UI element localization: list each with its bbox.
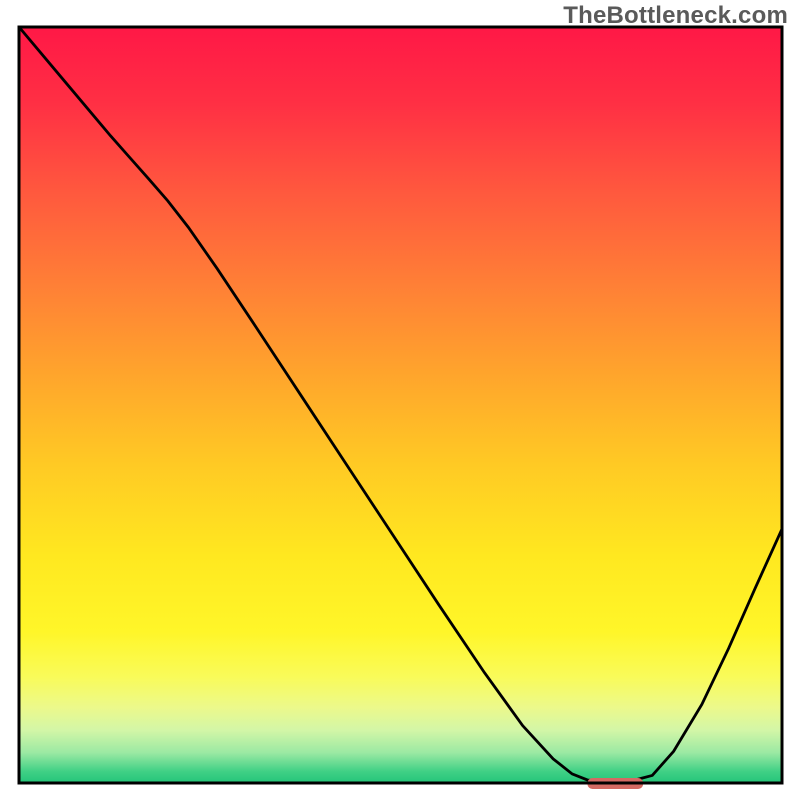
chart-container: TheBottleneck.com (0, 0, 800, 800)
plot-area (19, 27, 782, 789)
gradient-background (19, 27, 782, 783)
chart-svg (0, 0, 800, 800)
watermark-text: TheBottleneck.com (563, 2, 788, 30)
